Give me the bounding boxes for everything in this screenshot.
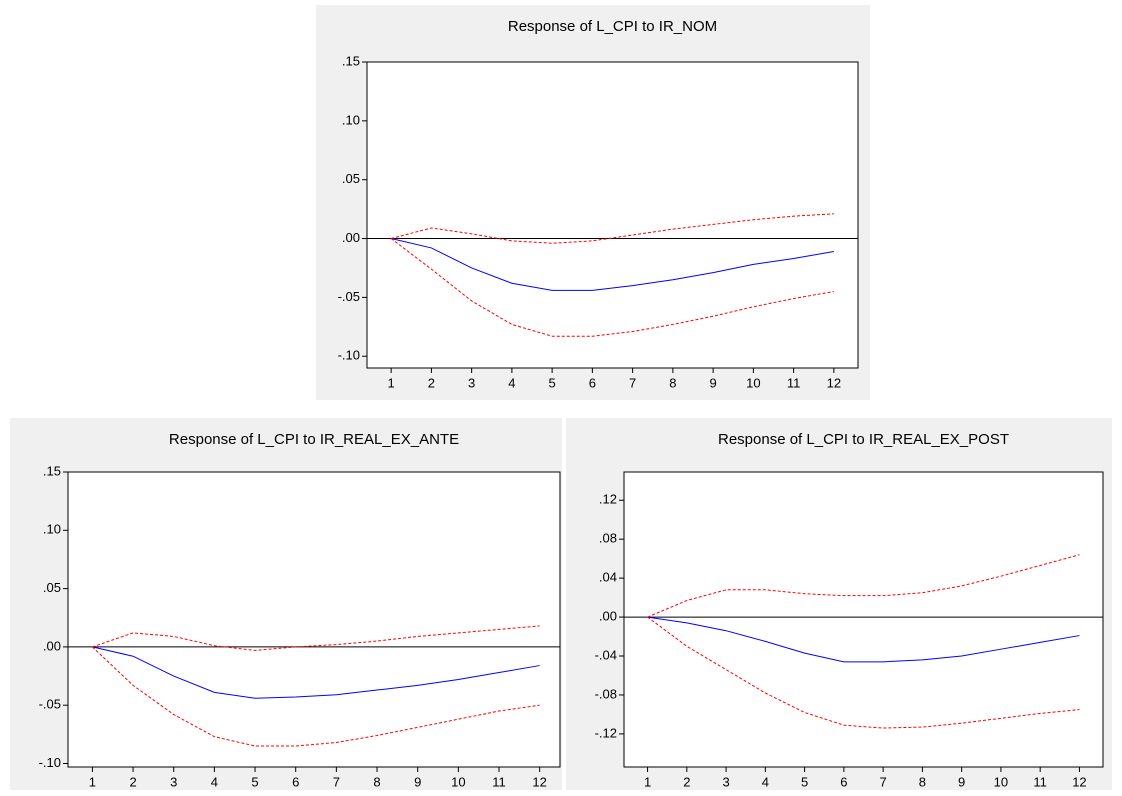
x-tick-label: 12 <box>532 774 546 789</box>
x-tick-label: 8 <box>669 375 676 390</box>
x-tick-label: 2 <box>129 774 136 789</box>
series-line <box>92 625 540 651</box>
x-tick-label: 1 <box>388 375 395 390</box>
x-tick-label: 7 <box>629 375 636 390</box>
y-tick-label: -.05 <box>39 697 61 712</box>
x-tick-label: 3 <box>170 774 177 789</box>
plot-area <box>623 471 1104 768</box>
x-tick-label: 4 <box>508 375 515 390</box>
y-tick-label: .15 <box>43 463 61 478</box>
y-tick-label: -.04 <box>595 647 617 662</box>
x-tick-label: 2 <box>683 774 690 789</box>
x-tick-label: 1 <box>89 774 96 789</box>
x-tick-label: 3 <box>722 774 729 789</box>
y-tick-label: .05 <box>43 580 61 595</box>
x-tick-label: 5 <box>801 774 808 789</box>
y-tick-label: .08 <box>599 531 617 546</box>
x-tick-label: 7 <box>880 774 887 789</box>
series-line <box>390 238 834 337</box>
series-line <box>647 616 1080 729</box>
x-tick-label: 10 <box>451 774 465 789</box>
y-tick-label: -.10 <box>338 348 360 363</box>
x-tick-label: 11 <box>787 375 801 390</box>
series-line <box>92 646 540 747</box>
x-tick-label: 12 <box>827 375 841 390</box>
y-tick-label: .04 <box>599 570 617 585</box>
x-tick-label: 8 <box>373 774 380 789</box>
series-line <box>391 238 834 291</box>
series-line <box>391 213 834 244</box>
y-tick-label: .10 <box>43 522 61 537</box>
y-tick-label: .10 <box>342 112 360 127</box>
x-tick-label: 10 <box>746 375 760 390</box>
series-line <box>92 646 540 699</box>
chart-title: Response of L_CPI to IR_REAL_EX_ANTE <box>169 431 459 448</box>
x-tick-label: 7 <box>333 774 340 789</box>
x-tick-label: 4 <box>762 774 769 789</box>
chart-title: Response of L_CPI to IR_NOM <box>508 18 717 35</box>
series-line <box>647 616 1080 663</box>
y-tick-label: .15 <box>342 53 360 68</box>
x-tick-label: 6 <box>589 375 596 390</box>
y-tick-label: .00 <box>342 230 360 245</box>
x-tick-label: 8 <box>919 774 926 789</box>
plot-area <box>67 471 561 768</box>
x-tick-label: 6 <box>292 774 299 789</box>
x-tick-label: 2 <box>428 375 435 390</box>
x-tick-label: 5 <box>549 375 556 390</box>
y-tick-label: -.08 <box>595 686 617 701</box>
y-tick-label: .12 <box>599 492 617 507</box>
x-tick-label: 9 <box>958 774 965 789</box>
y-tick-label: .00 <box>599 609 617 624</box>
x-tick-label: 4 <box>211 774 218 789</box>
x-tick-label: 9 <box>414 774 421 789</box>
x-tick-label: 1 <box>644 774 651 789</box>
x-tick-label: 10 <box>994 774 1008 789</box>
series-line <box>647 554 1080 618</box>
y-tick-label: .05 <box>342 171 360 186</box>
y-tick-label: -.05 <box>338 289 360 304</box>
y-tick-label: .00 <box>43 638 61 653</box>
x-tick-label: 5 <box>251 774 258 789</box>
chart-title: Response of L_CPI to IR_REAL_EX_POST <box>718 431 1009 448</box>
x-tick-label: 11 <box>492 774 506 789</box>
x-tick-label: 9 <box>709 375 716 390</box>
x-tick-label: 3 <box>468 375 475 390</box>
x-tick-label: 11 <box>1033 774 1047 789</box>
x-tick-label: 6 <box>840 774 847 789</box>
y-tick-label: -.12 <box>595 725 617 740</box>
y-tick-label: -.10 <box>39 755 61 770</box>
x-tick-label: 12 <box>1072 774 1086 789</box>
plot-area <box>366 61 859 369</box>
